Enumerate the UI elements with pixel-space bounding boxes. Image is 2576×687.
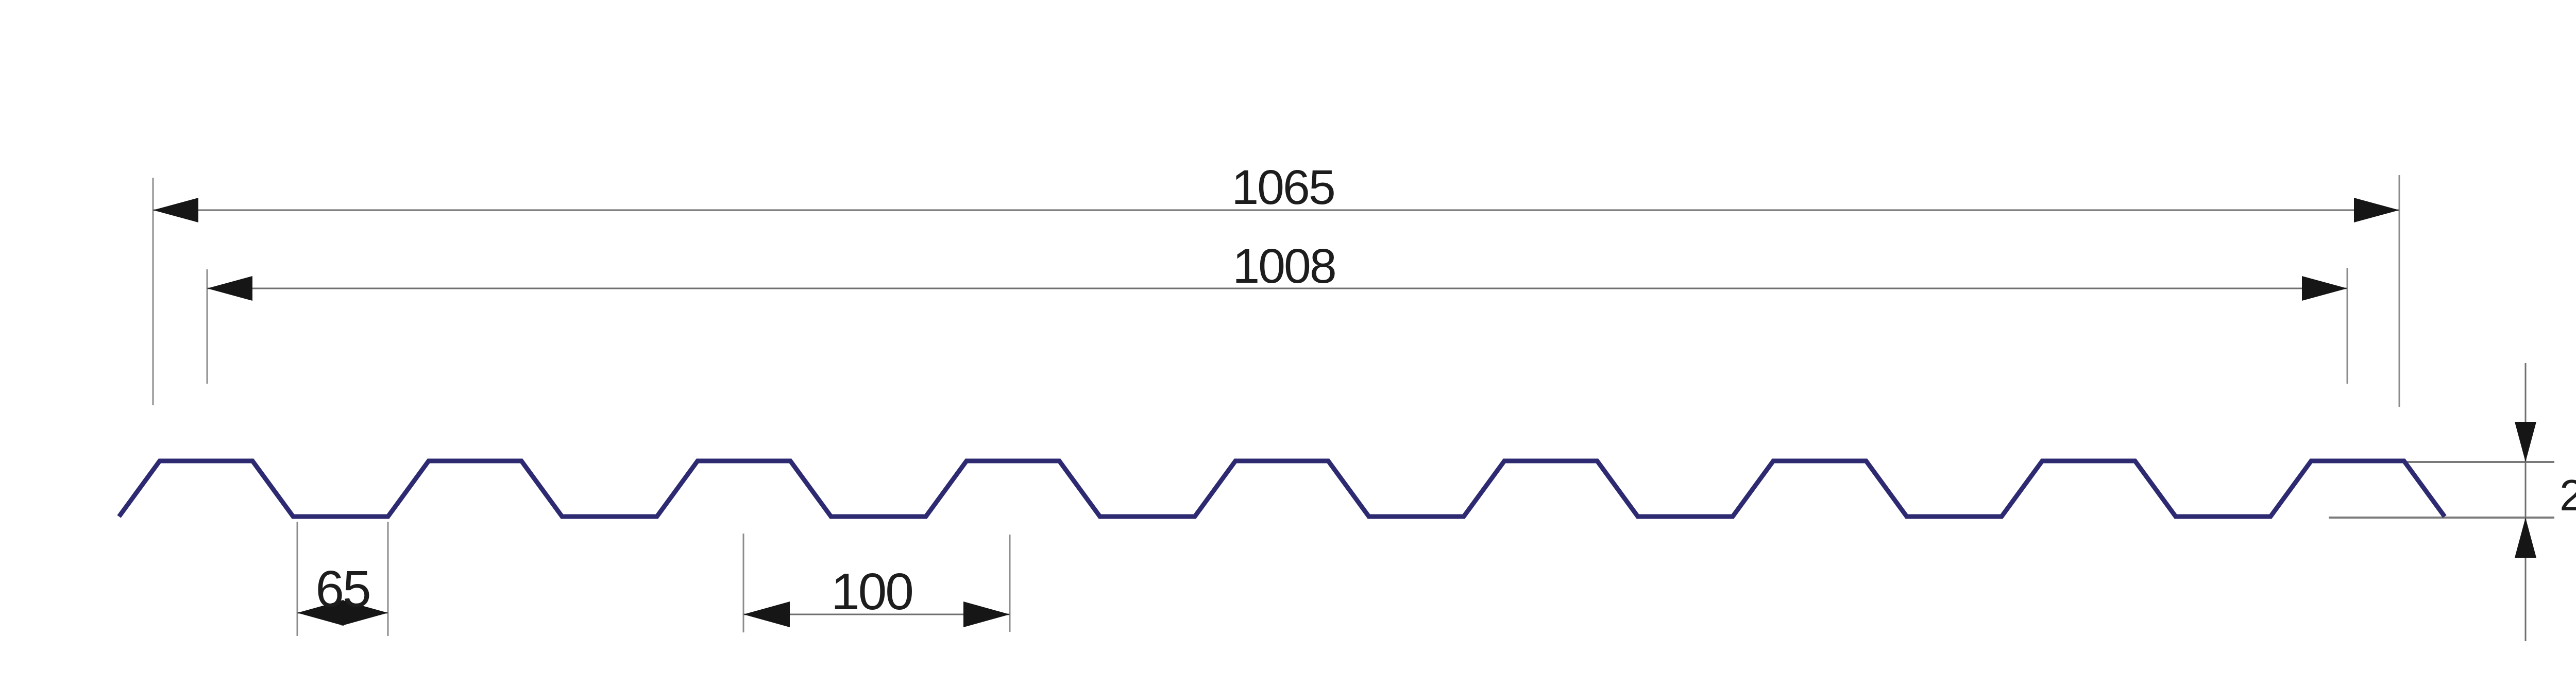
dim-arrow-left <box>153 198 198 222</box>
dim-arrow-left <box>743 602 790 627</box>
dimension-valley-width: 65 <box>296 522 389 636</box>
dim-arrow-right <box>2302 276 2347 301</box>
dim-arrow-right <box>342 600 388 626</box>
trapezoidal-profile-outline <box>117 458 2447 519</box>
sheet-profile-outline-group <box>117 458 2447 519</box>
dim-arrow-left <box>207 276 252 301</box>
dim-arrow-bottom <box>2515 518 2536 558</box>
dim-arrow-top <box>2515 422 2536 462</box>
dim-arrow-left <box>297 600 344 626</box>
dimension-rib-pitch: 100 <box>742 534 1011 632</box>
dim-arrow-right <box>963 602 1010 627</box>
dimension-label-overall-width: 1065 <box>1231 160 1334 215</box>
dimension-profile-height: 21 мм <box>2329 363 2576 641</box>
dimension-label-valley-width: 65 <box>315 560 369 618</box>
dimension-label-rib-pitch: 100 <box>831 563 912 621</box>
dimension-overall-width: 1065 <box>152 160 2400 407</box>
dimension-label-profile-height: 21 мм <box>2560 471 2576 520</box>
dim-arrow-right <box>2354 198 2399 222</box>
dimension-label-useful-width: 1008 <box>1232 239 1335 294</box>
dimension-useful-width: 1008 <box>206 239 2348 384</box>
